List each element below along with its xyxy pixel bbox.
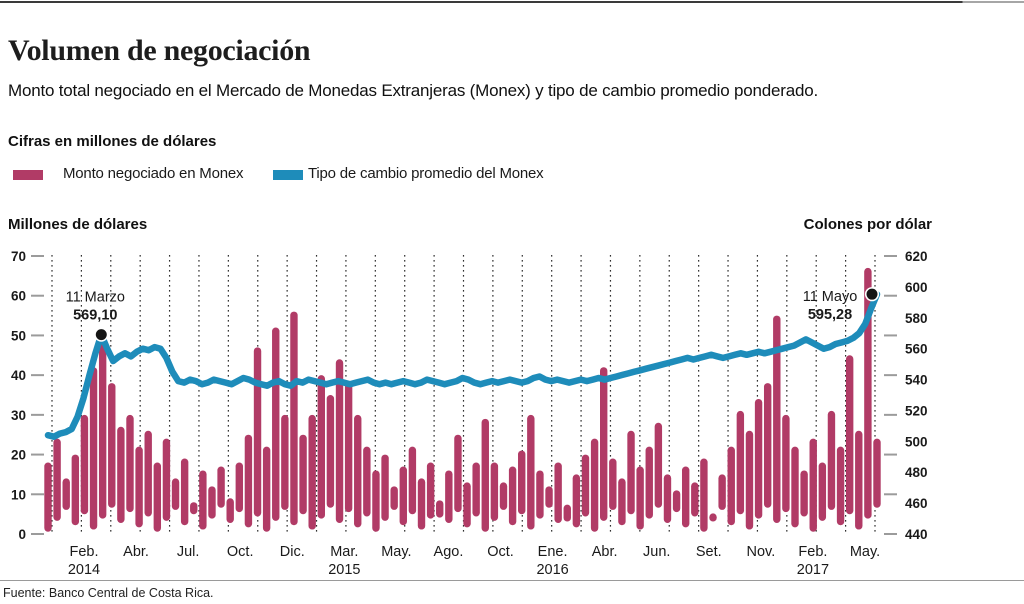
bar-series-swatch	[13, 170, 43, 180]
x-tick-month: Oct.	[487, 544, 514, 560]
right-tick-label: 460	[905, 496, 928, 511]
left-tick-label: 10	[11, 487, 26, 502]
x-tick-year: 2017	[797, 562, 829, 578]
x-tick-month: Set.	[696, 544, 722, 560]
x-tick-year: 2014	[68, 562, 100, 578]
left-tick-label: 40	[11, 368, 26, 383]
right-tick-label: 520	[905, 403, 928, 418]
annotation-dot	[94, 327, 109, 342]
left-tick-label: 50	[11, 328, 26, 343]
x-tick-month: Feb.	[798, 544, 827, 560]
annotation-dot	[864, 287, 880, 302]
right-tick-label: 560	[905, 342, 928, 357]
bar-series-legend-label: Monto negociado en Monex	[63, 165, 244, 182]
left-tick-label: 60	[11, 289, 26, 304]
page-subtitle: Monto total negociado en el Mercado de M…	[8, 81, 819, 100]
x-tick-month: Jul.	[177, 544, 200, 560]
x-tick-month: Ene.	[538, 544, 568, 560]
x-tick-month: May.	[381, 544, 411, 560]
x-tick-month: Abr.	[123, 544, 149, 560]
right-tick-label: 580	[905, 311, 928, 326]
x-tick-month: Dic.	[280, 544, 305, 560]
dual-axis-bar-line-chart: 70 60 50 40 30 20 10 0 620 600 580 560 540 520 500 480 4…	[11, 249, 928, 578]
units-note: Cifras en millones de dólares	[8, 133, 217, 150]
x-tick-month: Nov.	[746, 544, 775, 560]
x-tick-month: Abr.	[592, 544, 618, 560]
x-tick-month: Ago.	[434, 544, 464, 560]
annotation-date: 11 Mayo	[803, 289, 858, 305]
left-tick-label: 0	[18, 527, 26, 542]
x-tick-month: Oct.	[227, 544, 254, 560]
exchange-rate-line	[44, 290, 881, 440]
x-tick-month: May.	[850, 544, 880, 560]
bottom-rule	[0, 580, 1024, 581]
line-series-legend-label: Tipo de cambio promedio del Monex	[308, 165, 544, 182]
left-tick-label: 70	[11, 249, 26, 264]
annotation-value: 569,10	[73, 308, 117, 324]
top-rule	[0, 1, 1024, 3]
source-note: Fuente: Banco Central de Costa Rica.	[3, 586, 214, 600]
right-tick-label: 500	[905, 434, 928, 449]
x-tick-year: 2015	[328, 562, 360, 578]
left-axis-title: Millones de dólares	[8, 216, 148, 233]
right-tick-label: 440	[905, 527, 928, 542]
annotation-value: 595,28	[808, 307, 852, 323]
x-tick-year: 2016	[536, 562, 568, 578]
page-title: Volumen de negociación	[8, 34, 311, 68]
x-tick-month: Feb.	[69, 544, 98, 560]
right-tick-label: 480	[905, 465, 928, 480]
right-tick-label: 620	[905, 249, 928, 264]
left-tick-label: 30	[11, 408, 26, 423]
line-series-swatch	[273, 170, 303, 180]
x-tick-month: Mar.	[330, 544, 358, 560]
annotation-date: 11 Marzo	[66, 290, 125, 306]
right-axis-title: Colones por dólar	[803, 216, 932, 233]
right-tick-label: 600	[905, 280, 928, 295]
right-tick-label: 540	[905, 373, 928, 388]
left-tick-label: 20	[11, 448, 26, 463]
x-tick-month: Jun.	[643, 544, 670, 560]
